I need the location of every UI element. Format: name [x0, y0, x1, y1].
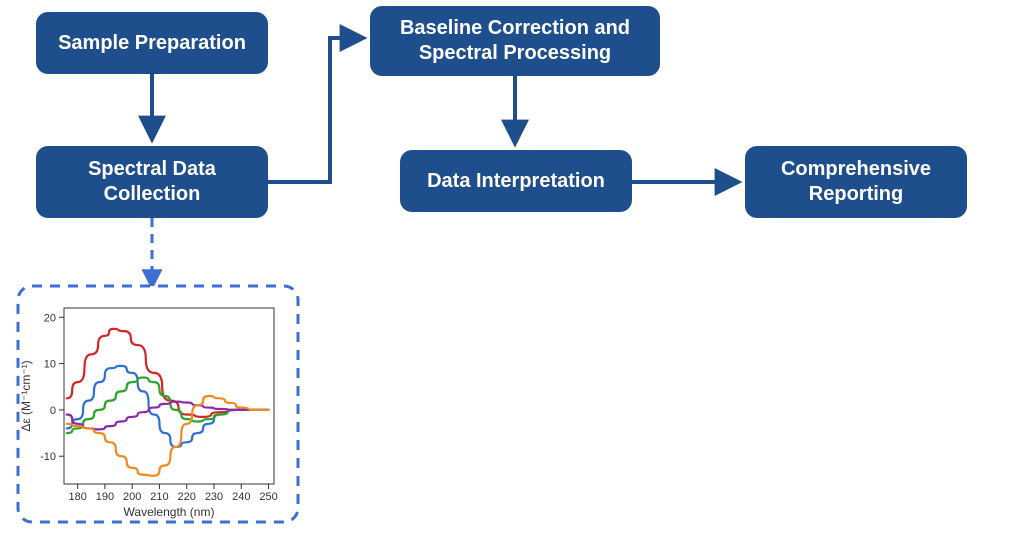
flow-node-n2: Spectral Data Collection [36, 146, 268, 218]
xtick-label: 190 [96, 491, 114, 503]
xtick-label: 200 [123, 491, 141, 503]
flow-node-label: Data Interpretation [427, 169, 605, 194]
xtick-label: 210 [150, 491, 168, 503]
flow-node-label: Baseline Correction and Spectral Process… [400, 16, 630, 66]
xtick-label: 230 [205, 491, 223, 503]
xtick-label: 180 [68, 491, 86, 503]
flow-node-n3: Baseline Correction and Spectral Process… [370, 6, 660, 76]
flow-node-label: Spectral Data Collection [88, 157, 216, 207]
x-axis-label: Wavelength (nm) [124, 505, 215, 519]
canvas-svg: 180 190 200 210 220 230 240 250 -10 0 10 20 Waveleng… [0, 0, 1013, 534]
ytick-label: -10 [40, 451, 56, 463]
ytick-label: 20 [44, 312, 56, 324]
xtick-label: 240 [232, 491, 250, 503]
xtick-label: 250 [259, 491, 277, 503]
flow-node-n4: Data Interpretation [400, 150, 632, 212]
edge-n2-n3 [268, 38, 362, 182]
flow-node-n5: Comprehensive Reporting [745, 146, 967, 218]
flow-node-label: Comprehensive Reporting [781, 157, 931, 207]
y-axis-label: Δε (M⁻¹cm⁻¹) [19, 360, 33, 431]
xtick-label: 220 [178, 491, 196, 503]
flow-node-n1: Sample Preparation [36, 12, 268, 74]
ytick-label: 0 [50, 405, 56, 417]
ytick-label: 10 [44, 359, 56, 371]
flow-node-label: Sample Preparation [58, 31, 246, 56]
